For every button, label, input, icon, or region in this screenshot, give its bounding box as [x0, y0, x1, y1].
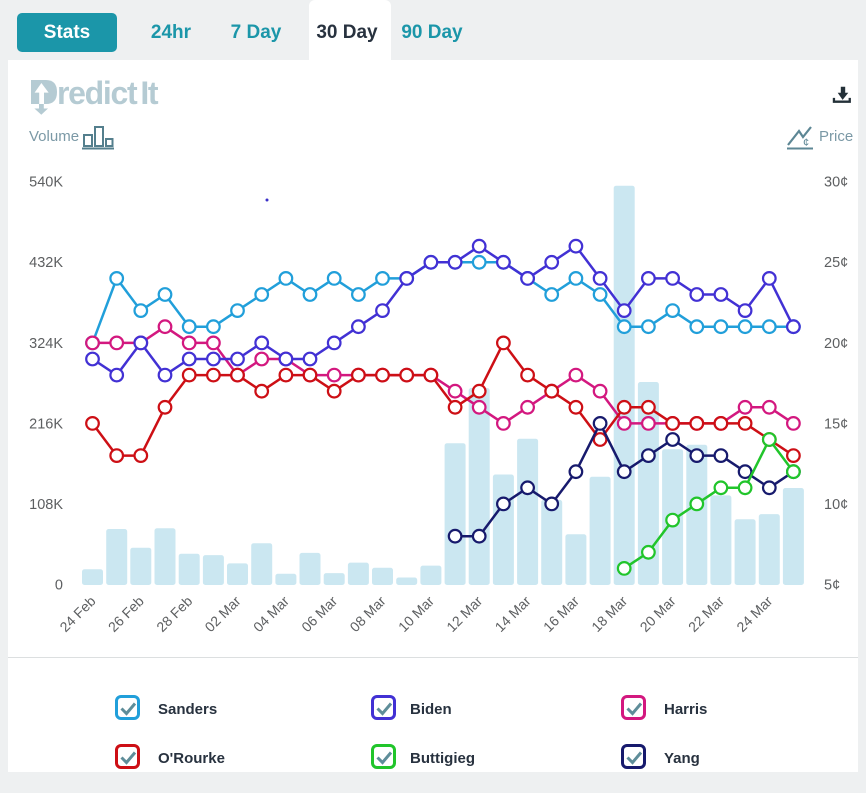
svg-text:08 Mar: 08 Mar [346, 593, 388, 635]
svg-text:432K: 432K [29, 255, 63, 271]
svg-text:04 Mar: 04 Mar [250, 593, 292, 635]
svg-text:¢: ¢ [803, 137, 809, 149]
svg-text:06 Mar: 06 Mar [298, 593, 340, 635]
svg-text:0: 0 [55, 578, 63, 594]
svg-text:24 Feb: 24 Feb [56, 593, 98, 635]
svg-text:20¢: 20¢ [824, 336, 848, 352]
svg-text:5¢: 5¢ [824, 578, 840, 594]
svg-text:22 Mar: 22 Mar [685, 593, 727, 635]
svg-text:216K: 216K [29, 416, 63, 432]
svg-text:12 Mar: 12 Mar [443, 593, 485, 635]
svg-text:16 Mar: 16 Mar [540, 593, 582, 635]
svg-text:14 Mar: 14 Mar [492, 593, 534, 635]
svg-text:10 Mar: 10 Mar [395, 593, 437, 635]
svg-text:108K: 108K [29, 497, 63, 513]
svg-text:18 Mar: 18 Mar [588, 593, 630, 635]
svg-text:28 Feb: 28 Feb [153, 593, 195, 635]
svg-text:10¢: 10¢ [824, 497, 848, 513]
svg-text:15¢: 15¢ [824, 416, 848, 432]
svg-text:540K: 540K [29, 175, 63, 191]
svg-text:24 Mar: 24 Mar [733, 593, 775, 635]
svg-text:30¢: 30¢ [824, 175, 848, 191]
svg-text:26 Feb: 26 Feb [105, 593, 147, 635]
svg-text:25¢: 25¢ [824, 255, 848, 271]
svg-text:20 Mar: 20 Mar [637, 593, 679, 635]
svg-text:324K: 324K [29, 336, 63, 352]
svg-text:02 Mar: 02 Mar [201, 593, 243, 635]
